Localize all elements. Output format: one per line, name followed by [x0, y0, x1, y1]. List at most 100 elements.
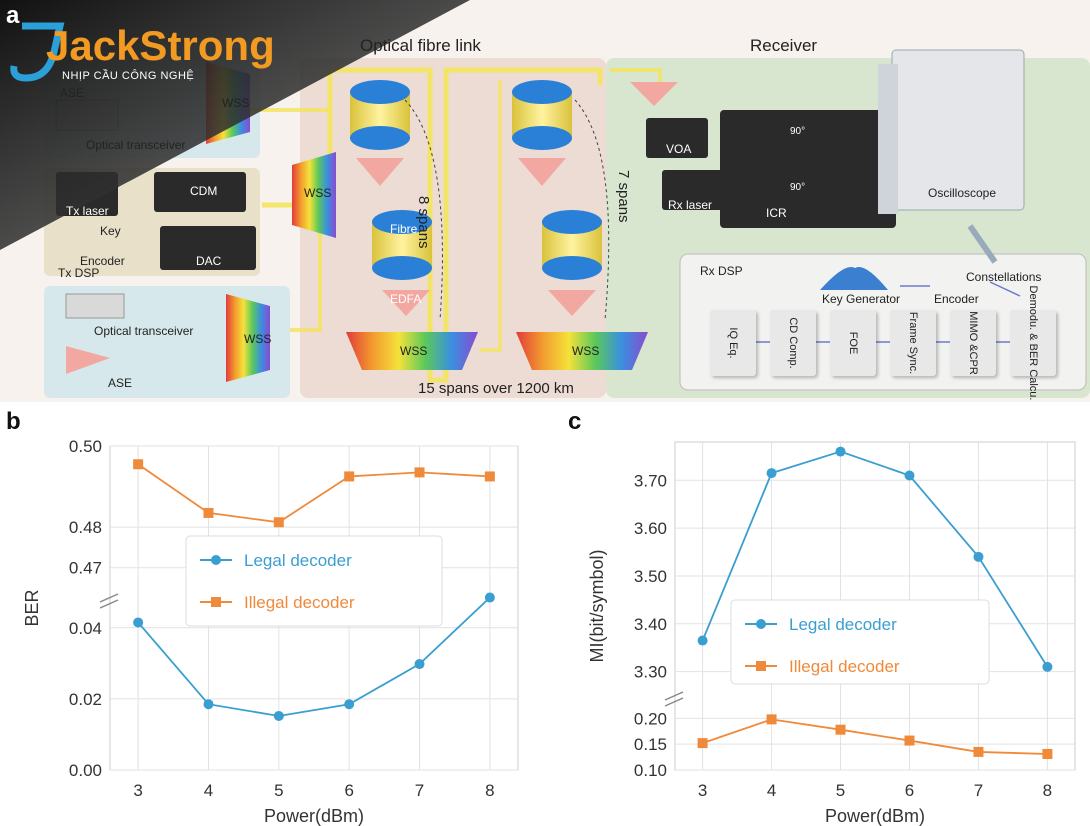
- x-tick-label: 4: [204, 781, 213, 800]
- y-tick-label: 0.02: [69, 690, 102, 709]
- fibre-spool-2: [372, 210, 432, 280]
- encoder-rx-label: Encoder: [934, 292, 979, 306]
- spans-left-label: 8 spans: [415, 196, 432, 249]
- data-point: [835, 724, 846, 735]
- x-tick-label: 3: [698, 781, 707, 800]
- dsp-step-cd-comp: CD Comp.: [770, 310, 816, 376]
- key-generator-label: Key Generator: [822, 292, 901, 306]
- x-tick-label: 8: [485, 781, 494, 800]
- dsp-step-foe: FOE: [830, 310, 876, 376]
- data-point: [973, 551, 984, 562]
- series-line: [701, 450, 1049, 668]
- y-tick-label: 0.48: [69, 518, 102, 537]
- encoder-tx-label: Encoder: [80, 254, 125, 268]
- legend-marker: [211, 555, 221, 565]
- legend-marker: [211, 597, 221, 607]
- link-total-label: 15 spans over 1200 km: [418, 380, 574, 397]
- data-point: [133, 617, 144, 628]
- axis-break-mark: [664, 697, 684, 707]
- ase-top-label: ASE: [60, 86, 85, 100]
- y-tick-label: 0.15: [634, 735, 667, 754]
- fibre-label: Fibre: [390, 222, 418, 236]
- wss-link-left-shape: [346, 332, 478, 370]
- axis-break-mark: [99, 593, 119, 603]
- data-point: [484, 592, 495, 603]
- y-axis-label: BER: [22, 589, 42, 626]
- y-tick-label: 0.47: [69, 559, 102, 578]
- y-tick-label: 0.20: [634, 709, 667, 728]
- constellations-label: Constellations: [966, 270, 1042, 284]
- data-point: [203, 699, 214, 710]
- y-tick-label: 3.30: [634, 663, 667, 682]
- y-tick-label: 3.70: [634, 471, 667, 490]
- chart-ber: 0.50 0.48 0.47 0.04 0.02 0.00 3 4 5 6 7 8 Power(dBm)…: [22, 437, 519, 826]
- legend-label: Legal decoder: [789, 615, 897, 634]
- y-tick-label: 3.50: [634, 567, 667, 586]
- brand-tagline: NHỊP CẦU CÔNG NGHỆ: [62, 70, 195, 82]
- data-point: [344, 471, 355, 482]
- tx-dsp-label: Tx DSP: [58, 266, 100, 280]
- y-tick-label: 0.50: [69, 437, 102, 456]
- ase-bottom-label: ASE: [108, 376, 133, 390]
- fibre-spool-3: [512, 80, 572, 150]
- cdm-label: CDM: [190, 184, 218, 198]
- panel-label-a: a: [6, 2, 20, 29]
- receiver-title: Receiver: [750, 36, 818, 55]
- data-point: [973, 746, 984, 757]
- data-point: [133, 459, 144, 470]
- axis-break-mark: [99, 599, 119, 609]
- wss-link-left-label: WSS: [400, 344, 428, 358]
- y-tick-label: 3.40: [634, 615, 667, 634]
- x-tick-label: 7: [974, 781, 983, 800]
- key-label: Key: [100, 224, 121, 238]
- rx-dsp-label: Rx DSP: [700, 264, 743, 278]
- oscilloscope-label: Oscilloscope: [928, 186, 997, 200]
- brand-logo: JackStrong: [46, 22, 275, 69]
- legend-label: Illegal decoder: [789, 657, 900, 676]
- x-tick-label: 8: [1043, 781, 1052, 800]
- wss-bottom-shape: [226, 294, 270, 382]
- series-line: [137, 463, 490, 524]
- data-point: [273, 710, 284, 721]
- dsp-step-mimo-cpr: MIMO &CPR: [950, 310, 996, 376]
- series-line: [702, 718, 1048, 755]
- data-point: [484, 471, 495, 482]
- axis-break-mark: [664, 691, 684, 701]
- chart-mi: 3.70 3.60 3.50 3.40 3.30 0.20 0.15 0.10 3 4 5 6 7 8 Po…: [587, 441, 1076, 826]
- icr-label: ICR: [766, 206, 787, 220]
- dsp-step-demod-ber: Demodu. & BER Calcu.: [1010, 286, 1056, 400]
- data-point: [904, 735, 915, 746]
- tx-laser-label: Tx laser: [66, 204, 109, 218]
- data-point: [1042, 748, 1053, 759]
- x-tick-label: 5: [836, 781, 845, 800]
- wss-mid-label: WSS: [304, 186, 332, 200]
- rx-laser-label: Rx laser: [668, 198, 713, 212]
- data-point: [414, 467, 425, 478]
- edfa-label: EDFA: [390, 292, 422, 306]
- dsp-step-frame-sync: Frame Sync.: [890, 310, 936, 376]
- x-tick-label: 6: [905, 781, 914, 800]
- data-point: [273, 517, 284, 528]
- legend-box: [730, 599, 990, 685]
- panel-label-c: c: [568, 408, 582, 435]
- x-tick-label: 3: [133, 781, 142, 800]
- data-point: [203, 507, 214, 518]
- y-tick-label: 0.04: [69, 619, 102, 638]
- diagram-graphics: [0, 0, 1090, 398]
- data-point: [697, 635, 708, 646]
- series-line: [137, 596, 491, 717]
- data-point: [766, 468, 777, 479]
- data-point: [697, 738, 708, 749]
- dsp-step-iq-eq: IQ Eq.: [710, 310, 756, 376]
- wss-bottom-label: WSS: [244, 332, 272, 346]
- legend-marker: [756, 619, 766, 629]
- data-point: [835, 446, 846, 457]
- link-title: Optical fibre link: [360, 36, 481, 55]
- data-point: [1042, 661, 1053, 672]
- hybrid-top-label: 90°: [790, 126, 806, 137]
- wss-mid-shape: [292, 152, 336, 238]
- data-point: [904, 470, 915, 481]
- y-tick-label: 0.00: [69, 761, 102, 780]
- x-axis-label: Power(dBm): [264, 806, 364, 826]
- hybrid-bottom-label: 90°: [790, 182, 806, 193]
